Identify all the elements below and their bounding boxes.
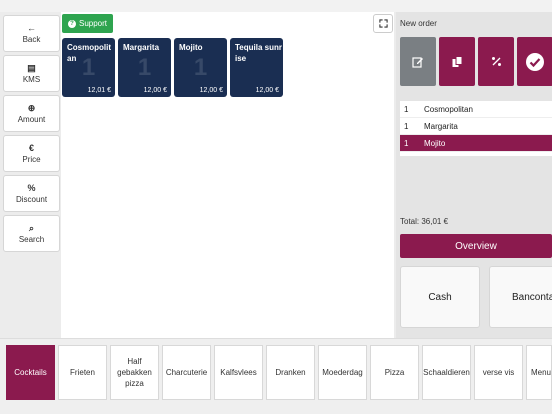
percent-icon: % [27, 183, 36, 193]
category-cocktails[interactable]: Cocktails [6, 345, 55, 400]
price-button[interactable]: € Price [3, 135, 60, 172]
kms-button[interactable]: ▤ KMS [3, 55, 60, 92]
plus-circle-icon: ⊕ [27, 103, 36, 113]
printer-icon: ▤ [27, 63, 36, 73]
order-actions [400, 37, 552, 86]
fullscreen-button[interactable] [373, 14, 393, 33]
product-tile-cosmopolitan[interactable]: Cosmopolitan 1 12,01 € [62, 38, 115, 97]
euro-icon: € [28, 143, 34, 153]
product-tile-tequila-sunrise[interactable]: Tequila sunrise 12,00 € [230, 38, 283, 97]
overview-button[interactable]: Overview [400, 234, 552, 258]
product-price: 12,01 € [87, 87, 111, 94]
order-line-name: Mojito [424, 138, 446, 148]
category-row: Cocktails Frieten Half gebakken pizza Ch… [6, 345, 552, 400]
order-line[interactable]: 1 Cosmopolitan [400, 101, 552, 118]
question-icon: ? [67, 19, 76, 28]
edit-order-button[interactable] [400, 37, 436, 86]
support-button[interactable]: ? Support [62, 14, 113, 33]
bancontact-payment-button[interactable]: Bancontact [489, 266, 552, 328]
cash-payment-button[interactable]: Cash [400, 266, 480, 328]
percent-icon [491, 57, 501, 66]
check-circle-icon [526, 52, 544, 71]
order-line-selected[interactable]: 1 Mojito [400, 135, 552, 152]
order-line-name: Margarita [424, 121, 458, 131]
category-dranken[interactable]: Dranken [266, 345, 315, 400]
category-bar: Cocktails Frieten Half gebakken pizza Ch… [0, 338, 552, 414]
product-tile-margarita[interactable]: Margarita 1 12,00 € [118, 38, 171, 97]
price-label: Price [22, 155, 41, 164]
product-area: ? Support Cosmopolitan 1 12,01 € Margari… [61, 12, 394, 338]
order-title: New order [400, 19, 437, 28]
category-moederdag[interactable]: Moederdag [318, 345, 367, 400]
product-name: Margarita [123, 43, 160, 52]
action-column: ← Back ▤ KMS ⊕ Amount € Price % Discount… [3, 15, 60, 255]
support-label: Support [78, 19, 108, 28]
category-menu[interactable]: Menu [526, 345, 552, 400]
product-price: 12,00 € [199, 87, 223, 94]
order-line-qty: 1 [404, 104, 409, 114]
category-half-gebakken-pizza[interactable]: Half gebakken pizza [110, 345, 159, 400]
category-verse-vis[interactable]: verse vis [474, 345, 523, 400]
edit-icon [412, 56, 423, 68]
order-line-qty: 1 [404, 121, 409, 131]
category-pizza[interactable]: Pizza [370, 345, 419, 400]
category-frieten[interactable]: Frieten [58, 345, 107, 400]
expand-icon [378, 19, 388, 28]
category-schaaldieren[interactable]: Schaaldieren [422, 345, 471, 400]
copy-order-button[interactable] [439, 37, 475, 86]
copy-icon [452, 55, 462, 67]
product-quantity: 1 [81, 54, 96, 81]
back-button[interactable]: ← Back [3, 15, 60, 52]
kms-label: KMS [22, 75, 41, 84]
product-tile-mojito[interactable]: Mojito 1 12,00 € [174, 38, 227, 97]
discount-label: Discount [15, 195, 48, 204]
order-line[interactable]: 1 Margarita [400, 118, 552, 135]
product-name: Mojito [179, 43, 203, 52]
order-panel: New order [396, 12, 552, 338]
discount-button[interactable]: % Discount [3, 175, 60, 212]
back-label: Back [22, 35, 41, 44]
order-total: Total: 36,01 € [400, 217, 449, 226]
product-grid: Cosmopolitan 1 12,01 € Margarita 1 12,00… [62, 38, 283, 97]
search-icon: ⌕ [28, 223, 35, 233]
arrow-left-icon: ← [27, 23, 36, 33]
search-label: Search [18, 235, 45, 244]
product-price: 12,00 € [255, 87, 279, 94]
status-bar [0, 0, 552, 12]
category-charcuterie[interactable]: Charcuterie [162, 345, 211, 400]
amount-label: Amount [17, 115, 46, 124]
product-price: 12,00 € [143, 87, 167, 94]
product-quantity: 1 [193, 54, 208, 81]
confirm-order-button[interactable] [517, 37, 552, 86]
order-list: 1 Cosmopolitan 1 Margarita 1 Mojito [400, 101, 552, 156]
search-button[interactable]: ⌕ Search [3, 215, 60, 252]
order-line-name: Cosmopolitan [424, 104, 473, 114]
order-line-qty: 1 [404, 138, 409, 148]
product-quantity: 1 [137, 54, 152, 81]
category-kalfsvlees[interactable]: Kalfsvlees [214, 345, 263, 400]
amount-button[interactable]: ⊕ Amount [3, 95, 60, 132]
product-name: Tequila sunrise [235, 43, 282, 63]
order-discount-button[interactable] [478, 37, 514, 86]
product-name: Cosmopolitan [67, 43, 111, 63]
